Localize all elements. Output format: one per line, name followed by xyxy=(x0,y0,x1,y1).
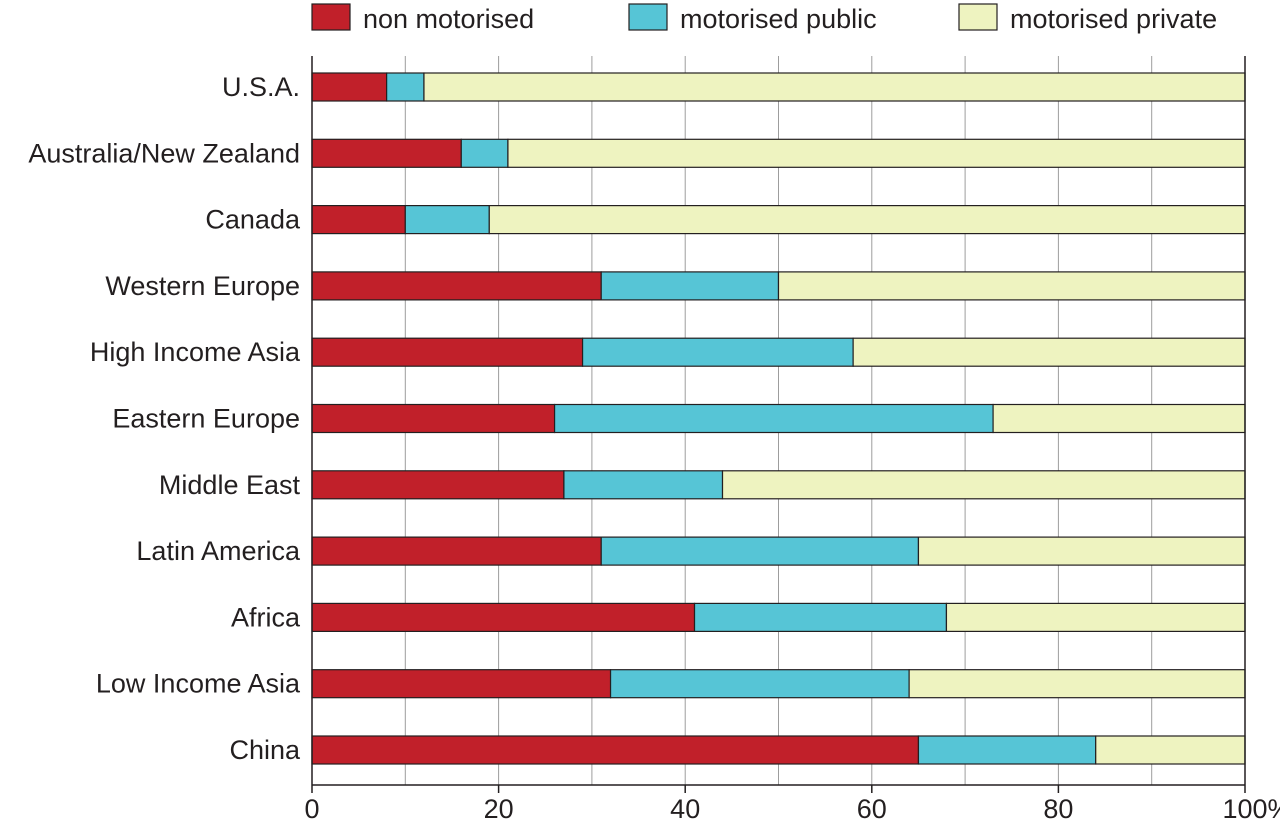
bar-segment-motorised-public xyxy=(600,271,780,301)
category-label: Eastern Europe xyxy=(112,404,300,434)
bar-segment-motorised-private xyxy=(908,669,1246,699)
bar-segment-motorised-private xyxy=(1095,735,1246,765)
bar-segment-motorised-private xyxy=(423,72,1246,102)
bar-segment-non-motorised xyxy=(311,205,406,235)
category-label: Africa xyxy=(231,602,301,632)
x-tick-label: 80 xyxy=(1043,794,1073,824)
category-label: Middle East xyxy=(159,470,301,500)
bar-segment-motorised-private xyxy=(777,271,1246,301)
legend-swatch xyxy=(958,3,998,31)
category-label: Western Europe xyxy=(105,271,300,301)
bar-segment-non-motorised xyxy=(311,669,612,699)
category-label: Latin America xyxy=(136,536,301,566)
bar-segment-motorised-public xyxy=(386,72,425,102)
bar-segment-non-motorised xyxy=(311,72,388,102)
x-tick-label: 60 xyxy=(857,794,887,824)
legend-swatch xyxy=(628,3,668,31)
category-label: High Income Asia xyxy=(90,337,301,367)
legend-label: non motorised xyxy=(363,4,534,34)
x-tick-label: 40 xyxy=(670,794,700,824)
bar-segment-non-motorised xyxy=(311,271,602,301)
bars xyxy=(311,72,1246,765)
legend-swatch xyxy=(311,3,351,31)
category-label: Canada xyxy=(205,205,301,235)
x-tick-label: 20 xyxy=(484,794,514,824)
bar-segment-motorised-public xyxy=(693,602,948,633)
category-labels: U.S.A. Australia/New Zealand Canada Western… xyxy=(28,72,301,765)
bar-segment-non-motorised xyxy=(311,536,602,566)
category-label: Australia/New Zealand xyxy=(28,138,300,168)
bar-segment-non-motorised xyxy=(311,735,920,765)
bar-segment-motorised-public xyxy=(917,735,1097,765)
bar-segment-non-motorised xyxy=(311,470,565,500)
bar-segment-motorised-private xyxy=(917,536,1246,566)
x-axis: 0 20 40 60 80 100% xyxy=(304,56,1280,824)
bar-segment-motorised-public xyxy=(581,337,854,367)
category-label: Low Income Asia xyxy=(96,669,301,699)
bar-segment-motorised-private xyxy=(721,470,1246,500)
bar-segment-motorised-private xyxy=(507,138,1246,168)
bar-segment-motorised-private xyxy=(852,337,1246,367)
bar-segment-motorised-public xyxy=(609,669,910,699)
category-label: U.S.A. xyxy=(222,72,300,102)
bar-segment-non-motorised xyxy=(311,138,462,168)
bar-segment-motorised-private xyxy=(945,602,1246,633)
bar-segment-non-motorised xyxy=(311,403,556,434)
category-label: China xyxy=(229,735,301,765)
x-tick-label: 0 xyxy=(304,794,319,824)
bar-segment-motorised-public xyxy=(600,536,920,566)
x-tick-label: 100% xyxy=(1222,794,1280,824)
bar-segment-motorised-public xyxy=(404,205,490,235)
legend: non motorised motorised public motorised p… xyxy=(311,3,1217,34)
bar-segment-non-motorised xyxy=(311,602,696,633)
bar-segment-non-motorised xyxy=(311,337,584,367)
bar-segment-motorised-private xyxy=(488,205,1246,235)
bar-segment-motorised-private xyxy=(992,403,1246,434)
legend-label: motorised private xyxy=(1010,4,1217,34)
legend-label: motorised public xyxy=(680,4,877,34)
bar-segment-motorised-public xyxy=(460,138,509,168)
bar-segment-motorised-public xyxy=(553,403,994,434)
bar-segment-motorised-public xyxy=(563,470,724,500)
